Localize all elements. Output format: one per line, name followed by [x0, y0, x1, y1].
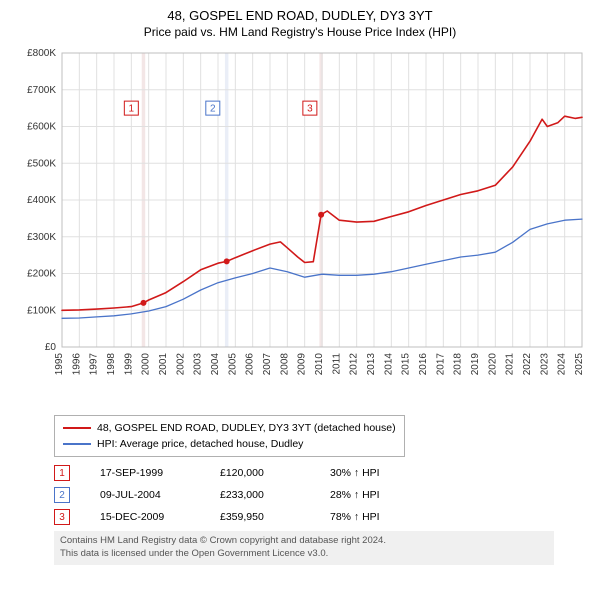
x-tick-label: 2003 [193, 353, 204, 376]
marker-row: 2 09-JUL-2004 £233,000 28% ↑ HPI [54, 487, 590, 503]
x-tick-label: 2004 [210, 353, 221, 376]
y-tick-label: £100K [27, 305, 56, 316]
marker-date: 17-SEP-1999 [100, 467, 190, 479]
x-tick-label: 1997 [89, 353, 100, 376]
annotation-number: 3 [307, 104, 313, 115]
x-tick-label: 2002 [175, 353, 186, 376]
y-tick-label: £0 [45, 342, 57, 353]
x-tick-label: 2007 [262, 353, 273, 376]
y-tick-label: £800K [27, 48, 56, 59]
legend: 48, GOSPEL END ROAD, DUDLEY, DY3 3YT (de… [54, 415, 405, 457]
marker-number-box: 3 [54, 509, 70, 525]
chart-title: 48, GOSPEL END ROAD, DUDLEY, DY3 3YT [10, 8, 590, 23]
x-tick-label: 2014 [383, 353, 394, 376]
legend-item: HPI: Average price, detached house, Dudl… [63, 436, 396, 452]
chart-plot: £0 £100K £200K £300K £400K £500K £600K £700K £80… [10, 47, 590, 407]
legend-item: 48, GOSPEL END ROAD, DUDLEY, DY3 3YT (de… [63, 420, 396, 436]
x-tick-label: 2012 [349, 353, 360, 376]
x-tick-label: 2006 [245, 353, 256, 376]
marker-date: 15-DEC-2009 [100, 511, 190, 523]
legend-label: HPI: Average price, detached house, Dudl… [97, 436, 303, 452]
x-tick-label: 2015 [401, 353, 412, 376]
x-tick-label: 2011 [331, 353, 342, 375]
annotation-number: 1 [129, 104, 135, 115]
marker-row: 3 15-DEC-2009 £359,950 78% ↑ HPI [54, 509, 590, 525]
x-tick-label: 2010 [314, 353, 325, 376]
x-tick-label: 2024 [557, 353, 568, 376]
x-tick-label: 1995 [54, 353, 65, 376]
x-tick-label: 1998 [106, 353, 117, 376]
x-tick-label: 2022 [522, 353, 533, 376]
sale-point [318, 212, 324, 218]
y-tick-label: £500K [27, 158, 56, 169]
x-tick-label: 2021 [505, 353, 516, 376]
footer-line1: Contains HM Land Registry data © Crown c… [60, 535, 548, 548]
x-tick-label: 2008 [279, 353, 290, 376]
legend-swatch [63, 427, 91, 429]
y-tick-label: £400K [27, 195, 56, 206]
x-tick-label: 2005 [227, 353, 238, 376]
sale-point [140, 300, 146, 306]
annotation-number: 2 [210, 104, 216, 115]
marker-number-box: 1 [54, 465, 70, 481]
x-tick-label: 2001 [158, 353, 169, 376]
marker-pct: 30% ↑ HPI [330, 467, 420, 479]
sale-point [224, 258, 230, 264]
y-tick-label: £600K [27, 122, 56, 133]
x-tick-label: 2019 [470, 353, 481, 376]
x-tick-label: 1996 [71, 353, 82, 376]
x-tick-label: 2000 [141, 353, 152, 376]
footer-line2: This data is licensed under the Open Gov… [60, 548, 548, 561]
x-tick-label: 2009 [297, 353, 308, 376]
chart-subtitle: Price paid vs. HM Land Registry's House … [10, 25, 590, 39]
x-tick-label: 2013 [366, 353, 377, 376]
x-tick-label: 2018 [453, 353, 464, 376]
marker-price: £359,950 [220, 511, 300, 523]
legend-swatch [63, 443, 91, 445]
x-tick-label: 1999 [123, 353, 134, 376]
x-tick-label: 2016 [418, 353, 429, 376]
x-tick-label: 2020 [487, 353, 498, 376]
marker-price: £233,000 [220, 489, 300, 501]
legend-label: 48, GOSPEL END ROAD, DUDLEY, DY3 3YT (de… [97, 420, 396, 436]
markers-table: 1 17-SEP-1999 £120,000 30% ↑ HPI 2 09-JUL-200… [54, 465, 590, 525]
marker-row: 1 17-SEP-1999 £120,000 30% ↑ HPI [54, 465, 590, 481]
marker-price: £120,000 [220, 467, 300, 479]
y-tick-label: £200K [27, 269, 56, 280]
marker-pct: 78% ↑ HPI [330, 511, 420, 523]
marker-pct: 28% ↑ HPI [330, 489, 420, 501]
y-tick-label: £300K [27, 232, 56, 243]
x-tick-label: 2023 [539, 353, 550, 376]
footer-attribution: Contains HM Land Registry data © Crown c… [54, 531, 554, 565]
x-tick-label: 2025 [574, 353, 585, 376]
y-tick-label: £700K [27, 85, 56, 96]
chart-container: 48, GOSPEL END ROAD, DUDLEY, DY3 3YT Pri… [0, 0, 600, 571]
x-tick-label: 2017 [435, 353, 446, 376]
marker-date: 09-JUL-2004 [100, 489, 190, 501]
marker-number-box: 2 [54, 487, 70, 503]
